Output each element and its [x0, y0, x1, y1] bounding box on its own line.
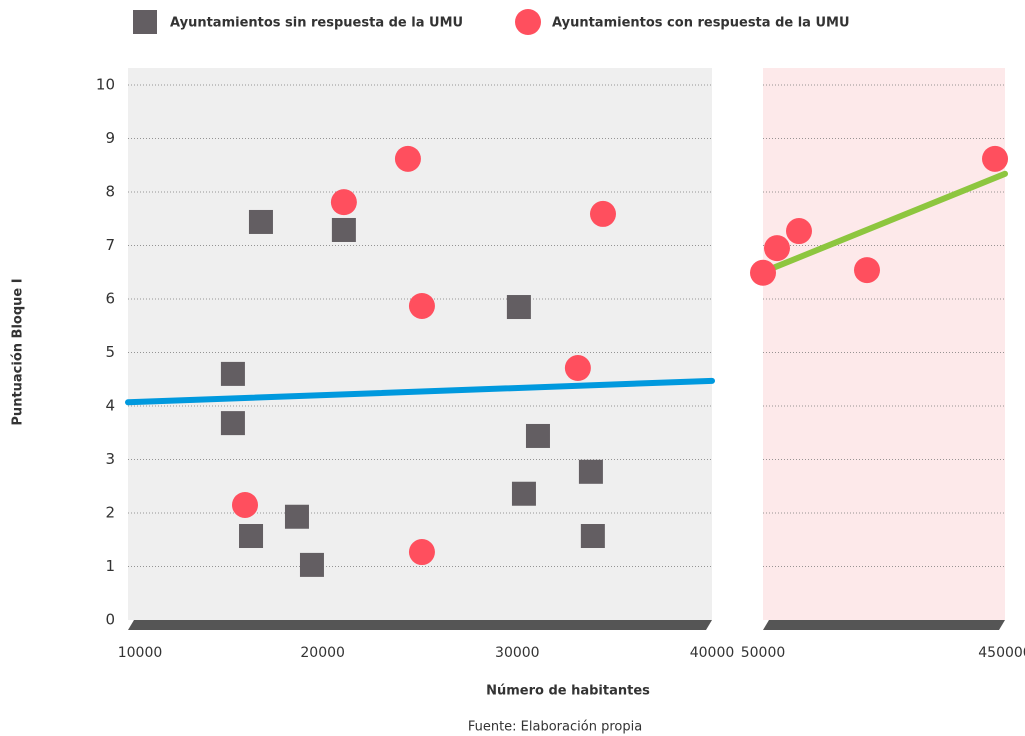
- point: [408, 539, 435, 566]
- y-tick-label: 1: [105, 557, 115, 575]
- point: [408, 292, 435, 319]
- y-tick-label: 7: [105, 236, 115, 254]
- y-tick-label: 4: [105, 397, 115, 415]
- y-tick-label: 3: [105, 450, 115, 468]
- point: [506, 295, 531, 320]
- baseline: [128, 620, 712, 630]
- point: [220, 361, 245, 386]
- x-tick-label: 50000: [741, 645, 786, 661]
- point: [239, 524, 264, 549]
- source-note: Fuente: Elaboración propia: [468, 720, 642, 735]
- point: [580, 524, 605, 549]
- y-tick-label: 0: [105, 611, 115, 629]
- point: [785, 218, 812, 245]
- x-tick-label: 10000: [118, 645, 163, 661]
- point: [578, 459, 603, 484]
- point: [284, 504, 309, 529]
- trend-line: [766, 170, 1008, 273]
- point: [853, 257, 880, 284]
- point: [330, 189, 357, 216]
- x-axis-label: Número de habitantes: [486, 684, 650, 699]
- point: [511, 481, 536, 506]
- trend-line: [125, 377, 715, 406]
- point: [982, 145, 1009, 172]
- point: [331, 217, 356, 242]
- point: [564, 355, 591, 382]
- baseline: [763, 620, 1005, 630]
- point: [763, 235, 790, 262]
- x-tick-label: 30000: [495, 645, 540, 661]
- x-tick-label: 40000: [690, 645, 735, 661]
- point: [750, 259, 776, 286]
- point: [231, 491, 258, 518]
- y-tick-label: 8: [105, 183, 115, 201]
- point: [394, 145, 421, 172]
- point: [525, 423, 550, 448]
- point: [589, 200, 616, 227]
- x-tick-label: 450000: [978, 645, 1025, 661]
- legend-marker: [515, 9, 541, 35]
- panel-background: [128, 68, 712, 620]
- y-tick-label: 9: [105, 129, 115, 147]
- y-tick-label: 2: [105, 504, 115, 522]
- y-tick-label: 5: [105, 343, 115, 361]
- y-tick-label: 10: [96, 76, 115, 94]
- y-axis-label: Puntuación Bloque I: [11, 278, 26, 425]
- panel-background: [763, 68, 1005, 620]
- legend-label: Ayuntamientos con respuesta de la UMU: [552, 16, 850, 31]
- point: [299, 552, 324, 577]
- point: [220, 411, 245, 436]
- legend-marker: [133, 10, 157, 34]
- x-tick-label: 20000: [300, 645, 345, 661]
- legend-label: Ayuntamientos sin respuesta de la UMU: [170, 16, 463, 31]
- point: [248, 209, 273, 234]
- y-tick-label: 6: [105, 290, 115, 308]
